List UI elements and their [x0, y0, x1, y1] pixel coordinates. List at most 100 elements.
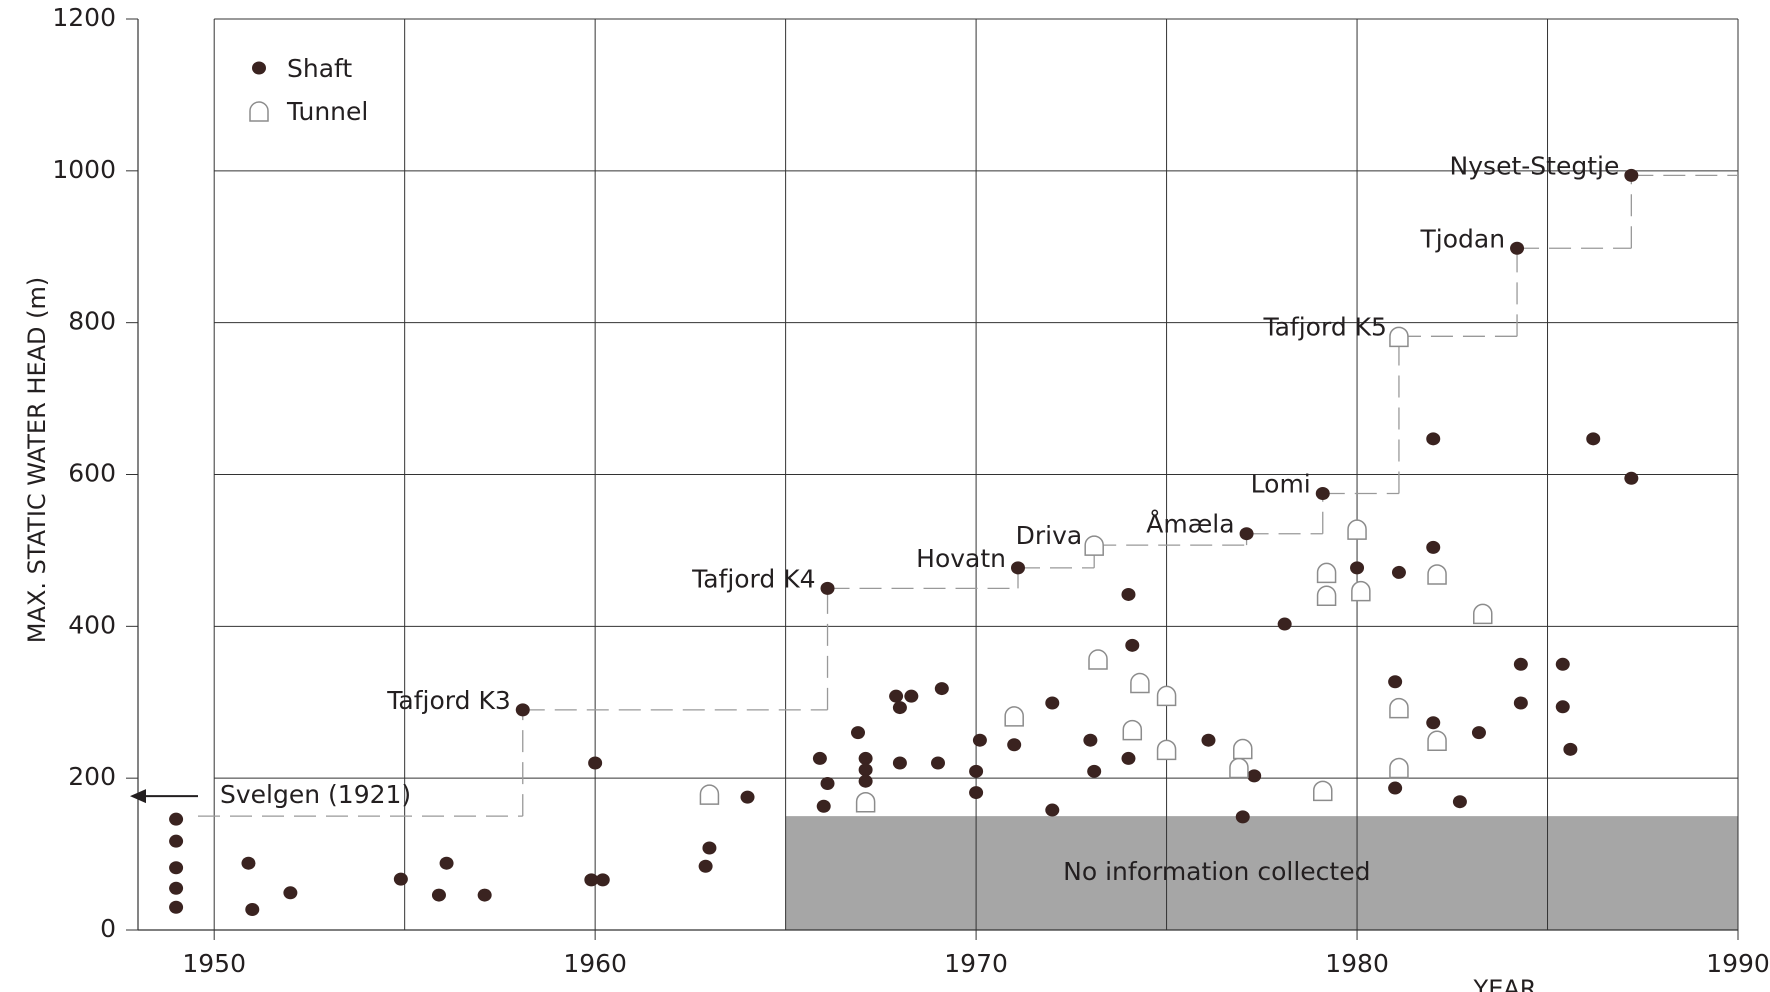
shaft-point: [393, 872, 408, 886]
shaft-point: [858, 763, 873, 777]
shaded-region-label: No information collected: [1063, 857, 1370, 886]
tunnel-point: [1389, 757, 1409, 779]
shaft-point: [820, 581, 835, 595]
shaft-point: [858, 751, 873, 765]
shaft-point: [1239, 527, 1254, 541]
tunnel-point: [1316, 585, 1337, 606]
y-tick-label: 600: [68, 459, 116, 488]
x-tick-label: 1950: [182, 949, 246, 978]
annotation-label: Hovatn: [916, 544, 1006, 573]
shaft-point: [169, 834, 184, 848]
tunnel-point: [1156, 685, 1177, 707]
annotation-label: Åmæla: [1146, 510, 1234, 539]
annotation-label: Tjodan: [1420, 224, 1506, 253]
shaft-point: [245, 903, 260, 917]
y-tick-label: 0: [100, 914, 116, 943]
y-tick-label: 400: [68, 610, 116, 639]
shaft-point: [169, 900, 184, 914]
tunnel-point: [1389, 697, 1409, 719]
tunnel-point: [1088, 649, 1108, 670]
tunnel-point: [1229, 757, 1249, 779]
legend-label: Shaft: [287, 54, 352, 83]
x-tick-label: 1970: [944, 949, 1008, 978]
tunnel-point: [1473, 603, 1493, 625]
shaft-point: [816, 799, 831, 813]
tunnel-point: [855, 791, 876, 813]
x-tick-label: 1980: [1325, 949, 1389, 978]
shaft-point: [477, 888, 492, 902]
shaft-point: [283, 886, 298, 900]
y-axis-title: MAX. STATIC WATER HEAD (m): [23, 277, 51, 643]
shaft-point: [241, 856, 256, 870]
shaft-point: [1388, 675, 1403, 689]
shaft-point: [1513, 696, 1528, 710]
annotation-label: Lomi: [1251, 469, 1311, 498]
tunnel-point: [1233, 738, 1253, 760]
shaft-point: [702, 841, 717, 855]
shaft-point: [1586, 432, 1601, 446]
shaft-point: [820, 776, 835, 790]
tunnel-point: [1156, 739, 1177, 761]
shaft-point: [439, 856, 454, 870]
shaft-point: [1350, 561, 1365, 575]
shaft-point: [889, 689, 904, 703]
y-tick-label: 1200: [52, 3, 116, 32]
shaft-point: [169, 812, 184, 826]
shaft-point: [1045, 696, 1060, 710]
tunnel-point: [699, 784, 720, 805]
tunnel-point: [1351, 580, 1371, 602]
shaft-point: [812, 751, 827, 765]
shaft-point: [1011, 561, 1025, 575]
shaft-point: [972, 733, 987, 747]
shaft-point: [1045, 803, 1060, 817]
y-tick-label: 1000: [52, 155, 116, 184]
shaft-point: [1510, 241, 1525, 255]
shaft-point: [1555, 657, 1570, 671]
shaft-point: [1247, 769, 1262, 783]
annotation-label: Tafjord K3: [386, 686, 510, 715]
tunnel-point: [1313, 780, 1333, 802]
tunnel-point: [1347, 519, 1367, 540]
shaft-point: [1087, 764, 1102, 778]
shaft-point: [1083, 733, 1098, 747]
x-axis-title: YEAR: [1473, 975, 1537, 992]
shaft-point: [584, 873, 599, 887]
shaft-point: [892, 756, 907, 770]
shaft-point: [1121, 751, 1136, 765]
shaft-point: [969, 764, 984, 778]
x-tick-label: 1990: [1706, 949, 1770, 978]
shaft-point: [1426, 716, 1441, 730]
shaft-point: [969, 786, 984, 800]
tunnel-point: [1316, 562, 1337, 584]
shaded-region: [785, 816, 1738, 930]
shaft-point: [515, 703, 530, 717]
y-tick-label: 800: [68, 307, 116, 336]
shaft-point: [934, 682, 949, 696]
shaft-point: [1471, 726, 1486, 740]
shaft-point: [1277, 617, 1292, 631]
shaft-point: [1426, 432, 1441, 446]
tunnel-point: [1427, 730, 1447, 751]
shaft-point: [1391, 565, 1406, 579]
shaft-point: [1125, 638, 1140, 652]
annotation-arrowhead: [130, 789, 146, 804]
shaft-point: [1452, 795, 1467, 809]
shaft-point: [169, 881, 184, 895]
shaft-point: [892, 701, 907, 715]
shaft-point: [851, 726, 865, 740]
tunnel-point: [1389, 326, 1409, 348]
annotation-label: Driva: [1016, 521, 1083, 550]
shaft-point: [1426, 540, 1441, 554]
shaft-point: [1007, 738, 1022, 752]
shaft-point: [1201, 733, 1216, 747]
tunnel-point: [1130, 672, 1150, 694]
shaft-point: [1555, 700, 1570, 714]
shaft-point: [1563, 742, 1578, 756]
shaft-point: [1513, 657, 1528, 671]
legend-marker: [252, 61, 266, 75]
annotation-label: Nyset-Stegtje: [1450, 151, 1620, 180]
legend-label: Tunnel: [286, 97, 368, 126]
annotation-label: Tafjord K4: [691, 564, 815, 593]
